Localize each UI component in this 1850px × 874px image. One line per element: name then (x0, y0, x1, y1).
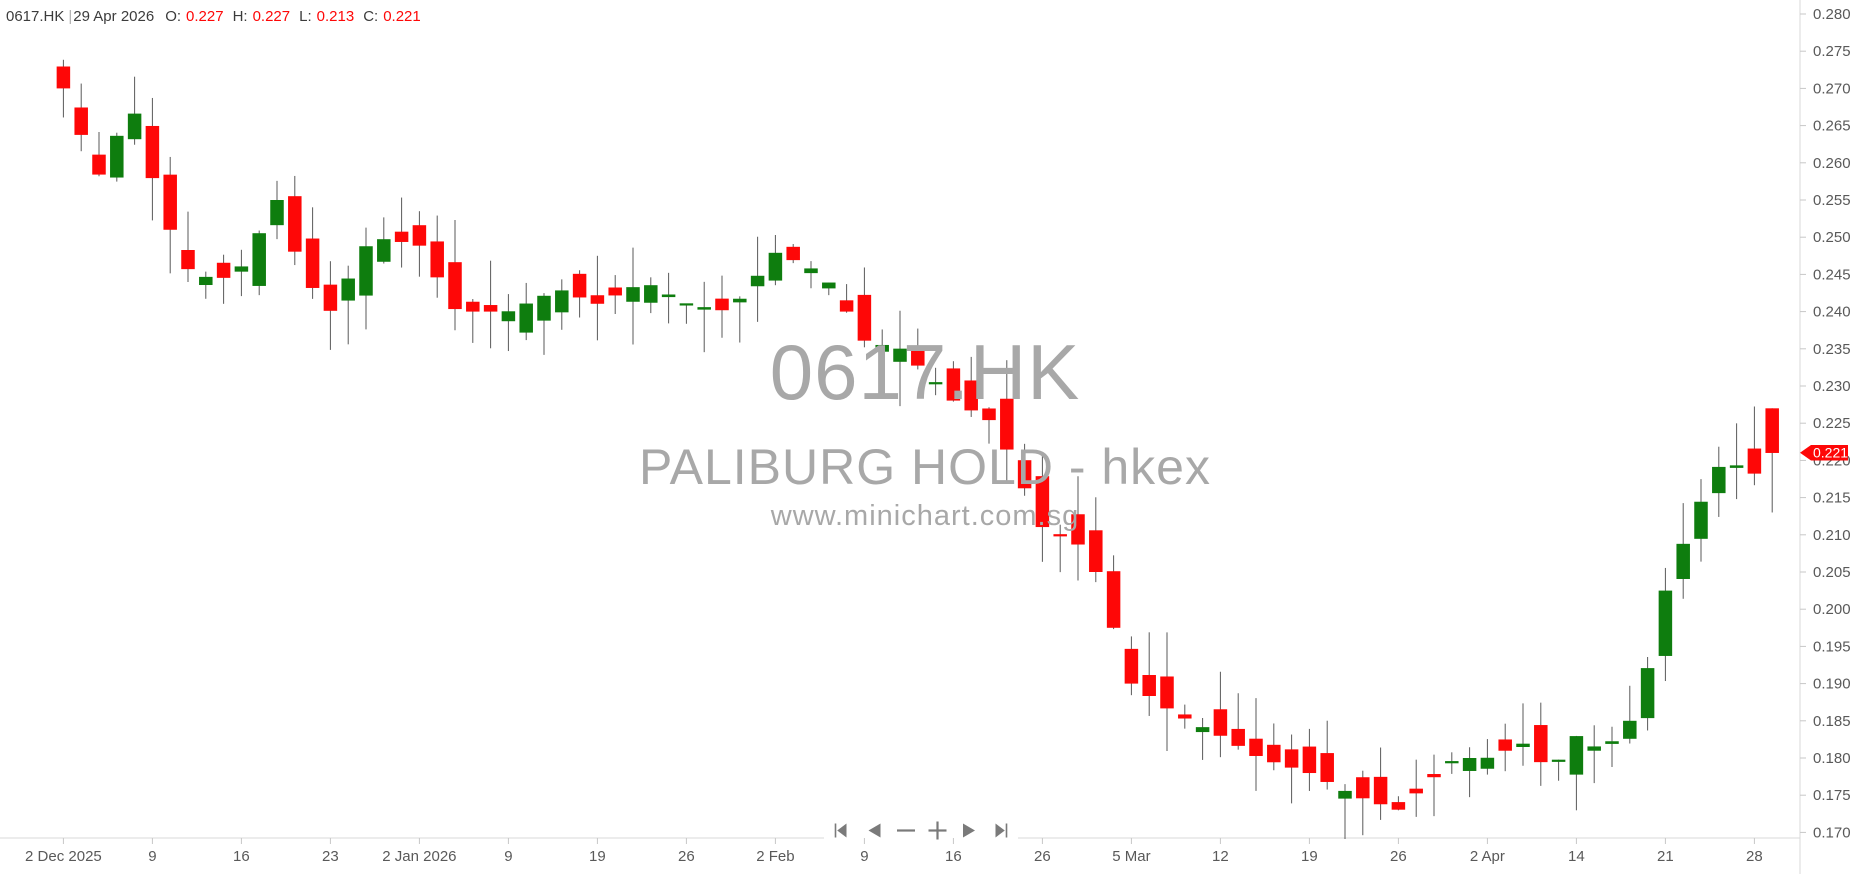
svg-text:0.170: 0.170 (1813, 824, 1850, 841)
svg-text:0.205: 0.205 (1813, 564, 1850, 581)
svg-text:0.190: 0.190 (1813, 676, 1850, 693)
svg-text:2 Jan 2026: 2 Jan 2026 (382, 848, 456, 865)
svg-text:0.265: 0.265 (1813, 118, 1850, 135)
svg-text:0.185: 0.185 (1813, 713, 1850, 730)
svg-text:0.180: 0.180 (1813, 750, 1850, 767)
svg-text:14: 14 (1568, 848, 1585, 865)
svg-text:0.250: 0.250 (1813, 229, 1850, 246)
svg-text:2 Dec 2025: 2 Dec 2025 (25, 848, 102, 865)
svg-text:0.270: 0.270 (1813, 80, 1850, 97)
svg-text:2 Apr: 2 Apr (1470, 848, 1505, 865)
svg-text:0.280: 0.280 (1813, 6, 1850, 23)
svg-text:21: 21 (1657, 848, 1674, 865)
svg-text:0.245: 0.245 (1813, 266, 1850, 283)
svg-text:26: 26 (1034, 848, 1051, 865)
svg-text:16: 16 (233, 848, 250, 865)
svg-text:28: 28 (1746, 848, 1763, 865)
svg-text:16: 16 (945, 848, 962, 865)
svg-text:0.275: 0.275 (1813, 43, 1850, 60)
svg-text:0.195: 0.195 (1813, 638, 1850, 655)
svg-text:19: 19 (1301, 848, 1318, 865)
svg-text:0.260: 0.260 (1813, 155, 1850, 172)
svg-text:23: 23 (322, 848, 339, 865)
svg-text:0.255: 0.255 (1813, 192, 1850, 209)
svg-text:9: 9 (148, 848, 156, 865)
svg-text:0.175: 0.175 (1813, 787, 1850, 804)
svg-text:5 Mar: 5 Mar (1112, 848, 1150, 865)
svg-text:2 Feb: 2 Feb (756, 848, 794, 865)
svg-text:19: 19 (589, 848, 606, 865)
svg-text:9: 9 (860, 848, 868, 865)
svg-text:0.240: 0.240 (1813, 304, 1850, 321)
svg-text:26: 26 (1390, 848, 1407, 865)
svg-text:0.200: 0.200 (1813, 601, 1850, 618)
svg-text:26: 26 (678, 848, 695, 865)
svg-text:12: 12 (1212, 848, 1229, 865)
svg-text:9: 9 (504, 848, 512, 865)
